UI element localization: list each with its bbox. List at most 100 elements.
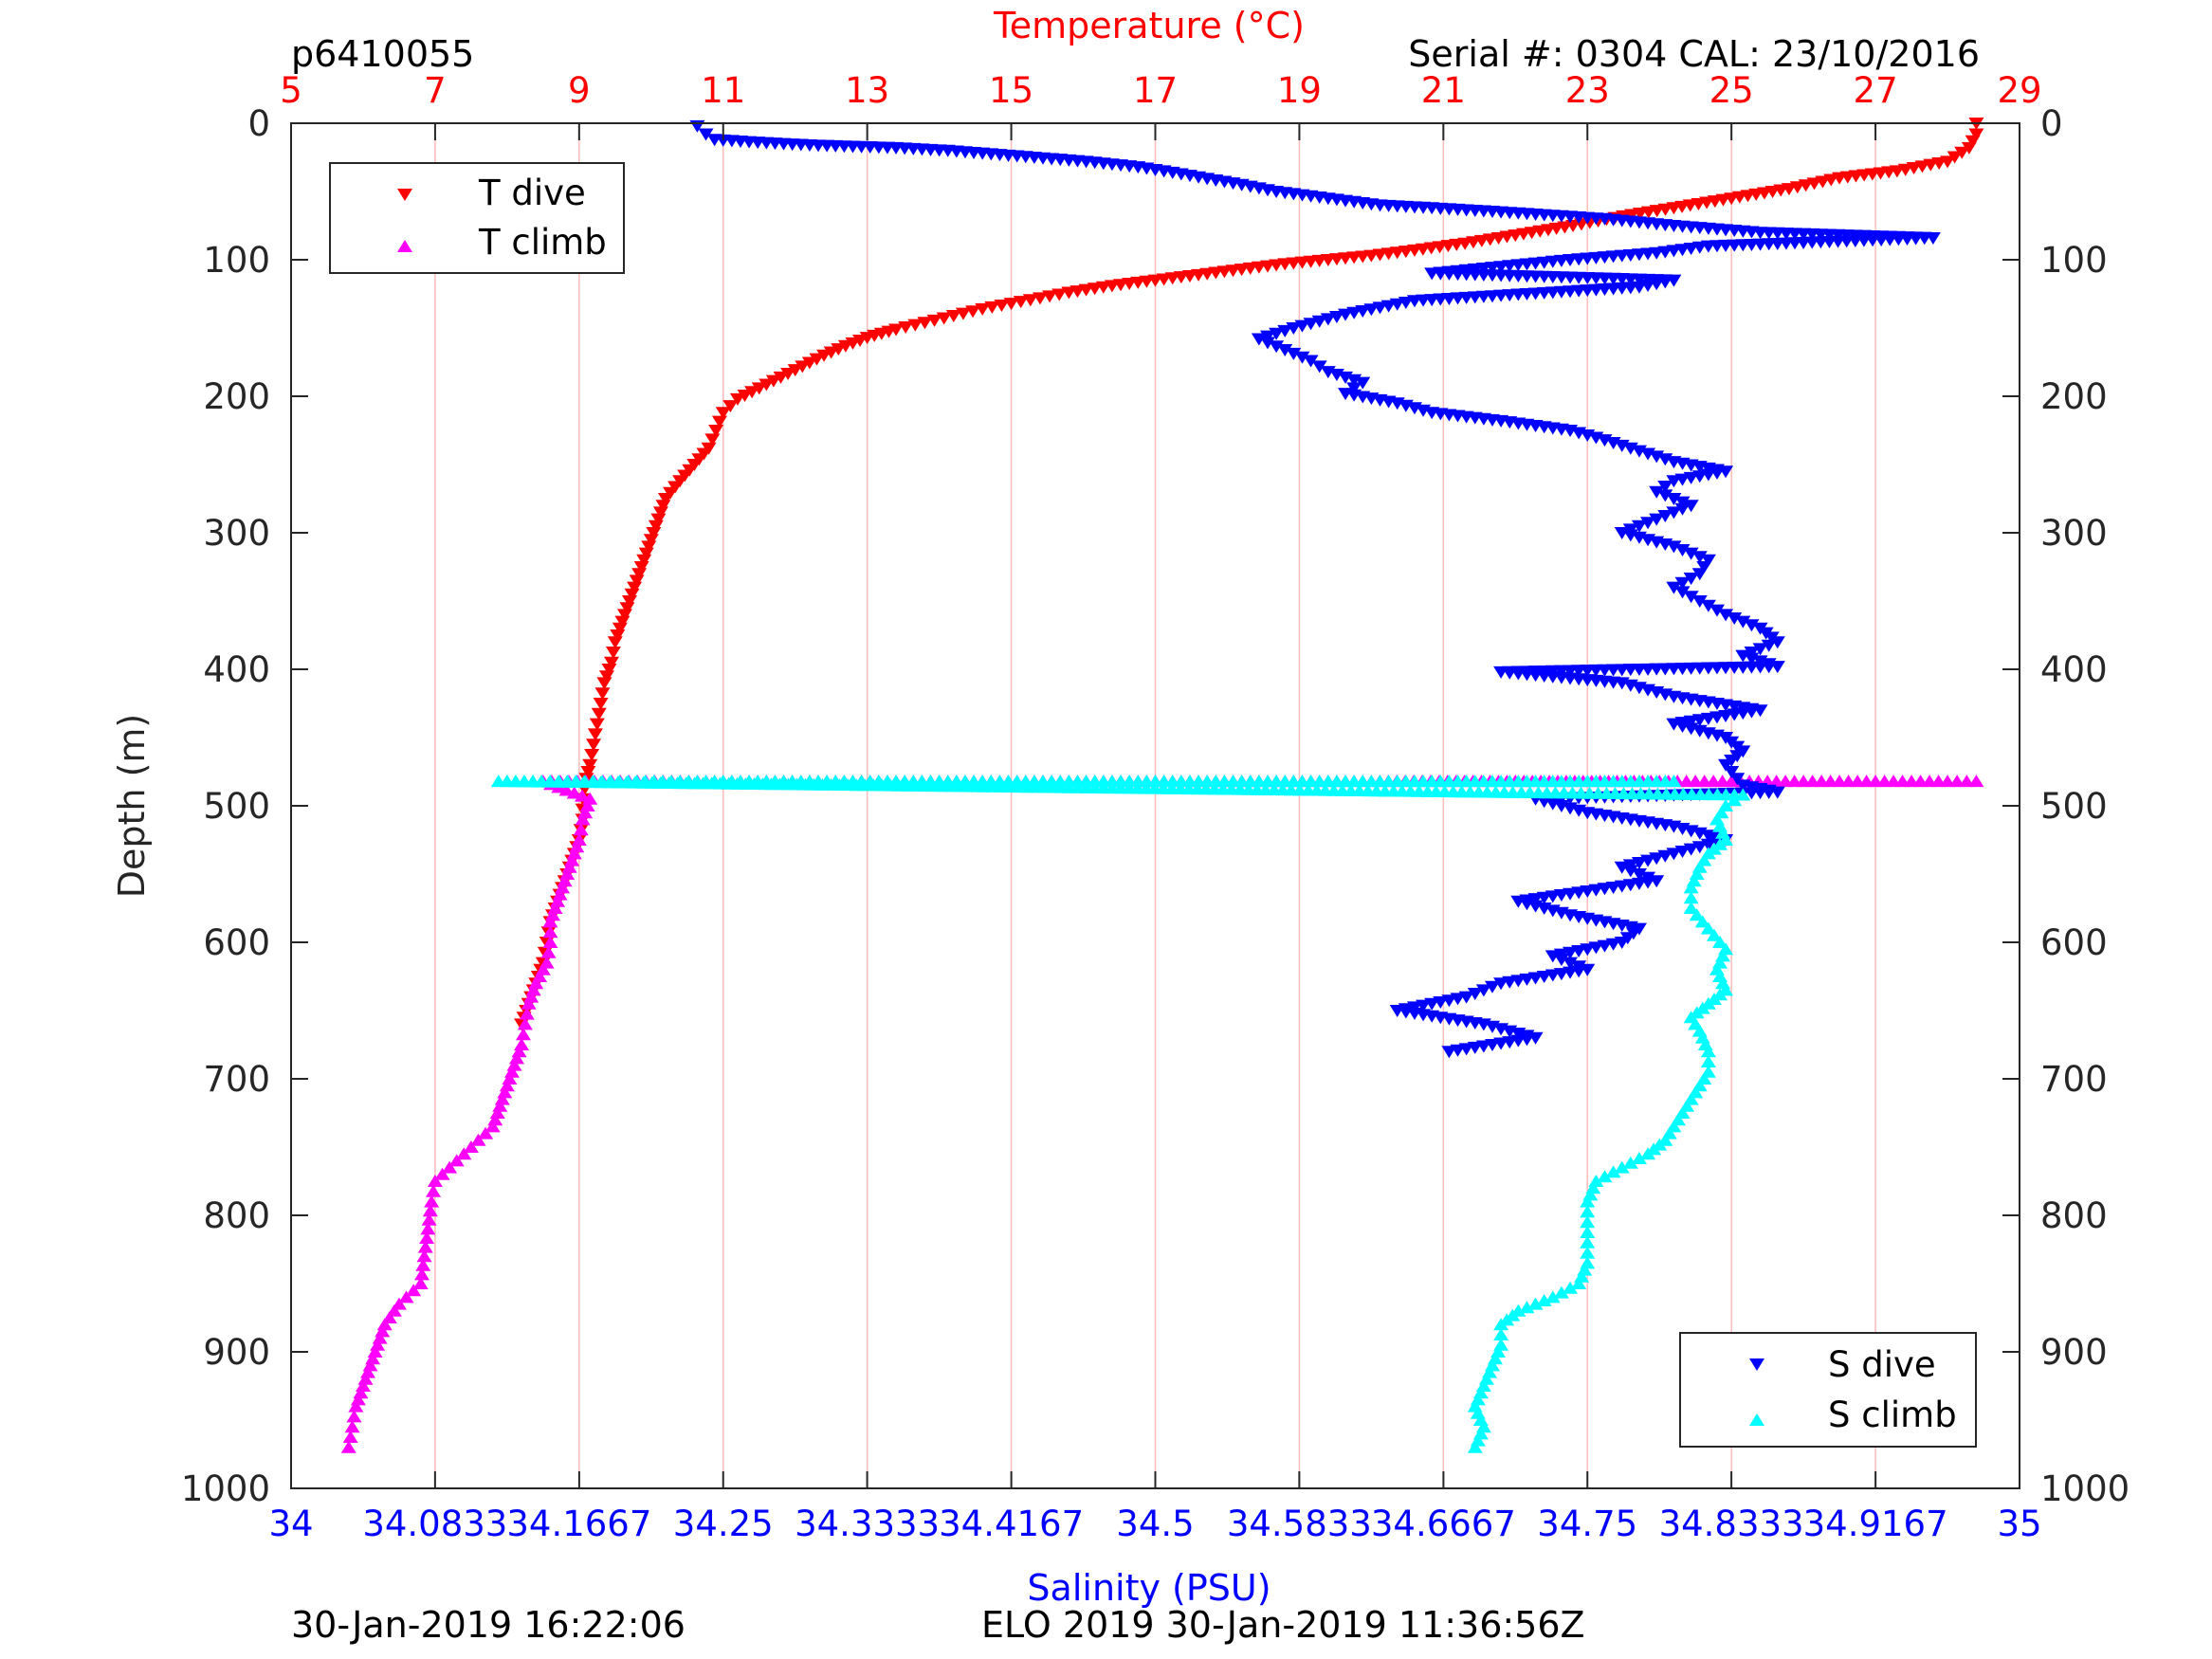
- data-point: [1666, 540, 1682, 554]
- depth-tick-label-right: 0: [2040, 103, 2063, 144]
- data-point: [1622, 1156, 1638, 1169]
- data-point: [542, 936, 558, 948]
- salinity-tick-label: 34.5833: [1227, 1504, 1372, 1544]
- data-point: [391, 1297, 407, 1310]
- data-point: [1640, 517, 1656, 530]
- temperature-tick-label: 29: [1997, 70, 2041, 111]
- mission-timestamp: ELO 2019 30-Jan-2019 11:36:56Z: [981, 1604, 1585, 1646]
- data-point: [539, 956, 555, 969]
- data-point: [1631, 520, 1647, 533]
- data-point: [375, 1324, 391, 1338]
- depth-tick-label-right: 600: [2040, 922, 2108, 963]
- data-point: [1536, 1294, 1552, 1306]
- data-point: [1631, 868, 1647, 881]
- temperature-legend: T dive T climb: [329, 162, 625, 274]
- data-point: [652, 506, 668, 520]
- data-point: [1694, 1030, 1710, 1044]
- t-climb-legend-marker: [397, 240, 412, 252]
- data-point: [619, 602, 635, 615]
- data-point: [1691, 860, 1708, 873]
- data-point: [569, 840, 585, 853]
- data-point: [1631, 1152, 1647, 1164]
- data-point: [1691, 1079, 1708, 1092]
- data-series: [340, 118, 1984, 1453]
- data-point: [1729, 773, 1746, 786]
- data-point: [552, 887, 568, 901]
- data-point: [577, 806, 594, 819]
- data-point: [1691, 595, 1708, 608]
- salinity-tick-label: 34.8333: [1659, 1504, 1804, 1544]
- data-point: [515, 1028, 531, 1041]
- data-point: [1694, 915, 1710, 928]
- data-point: [641, 540, 657, 554]
- salinity-tick-label: 34.3333: [795, 1504, 940, 1544]
- data-point: [657, 493, 673, 505]
- data-point: [1715, 976, 1731, 990]
- data-point: [365, 1352, 381, 1365]
- salinity-tick-label: 34.9167: [1803, 1504, 1948, 1544]
- data-point: [598, 670, 614, 684]
- data-point: [1666, 775, 1682, 788]
- data-point: [540, 945, 557, 958]
- data-point: [1965, 135, 1981, 148]
- data-point: [342, 1431, 358, 1443]
- s-climb-legend-label: S climb: [1828, 1395, 1957, 1435]
- data-point: [631, 568, 648, 581]
- data-point: [722, 400, 739, 413]
- data-point: [1700, 599, 1716, 612]
- temperature-tick-label: 9: [568, 70, 591, 111]
- data-point: [442, 1160, 458, 1174]
- data-point: [1470, 1433, 1486, 1447]
- data-point: [1715, 949, 1731, 962]
- data-point: [550, 894, 566, 907]
- data-point: [1670, 1113, 1686, 1126]
- temperature-tick-label: 11: [701, 70, 745, 111]
- series-s-dive: [689, 119, 1941, 1059]
- data-point: [787, 364, 803, 377]
- data-point: [1580, 1215, 1596, 1229]
- depth-tick-label-right: 200: [2040, 376, 2108, 417]
- data-point: [1696, 1072, 1712, 1085]
- data-point: [1709, 962, 1725, 975]
- data-point: [1475, 1379, 1491, 1392]
- data-point: [604, 656, 620, 669]
- data-point: [1493, 1338, 1509, 1351]
- data-point: [559, 867, 576, 880]
- salinity-tick-label: 34.75: [1537, 1504, 1637, 1544]
- data-point: [415, 1258, 431, 1271]
- data-point: [1691, 551, 1708, 564]
- data-point: [1605, 1165, 1621, 1178]
- data-point: [765, 374, 781, 388]
- depth-tick-label-left: 700: [203, 1059, 270, 1100]
- data-point: [357, 1372, 374, 1385]
- data-point: [655, 500, 671, 513]
- data-point: [1475, 984, 1491, 997]
- data-point: [1700, 1055, 1716, 1067]
- data-point: [759, 378, 775, 392]
- data-point: [1954, 146, 1970, 159]
- data-point: [1700, 921, 1716, 935]
- data-point: [561, 860, 577, 873]
- data-point: [816, 349, 832, 362]
- data-point: [1622, 865, 1638, 878]
- data-point: [1553, 1285, 1569, 1299]
- data-point: [1683, 591, 1699, 604]
- serial-cal-info: Serial #: 0304 CAL: 23/10/2016: [1408, 33, 1980, 75]
- data-point: [1277, 344, 1293, 357]
- data-point: [1661, 1126, 1677, 1139]
- data-point: [1683, 547, 1699, 560]
- data-point: [1674, 586, 1691, 599]
- temperature-tick-label: 25: [1709, 70, 1754, 111]
- data-point: [367, 1345, 383, 1358]
- data-point: [478, 1126, 494, 1139]
- data-point: [470, 1133, 486, 1146]
- data-point: [646, 527, 662, 539]
- data-point: [1718, 983, 1734, 996]
- data-point: [1674, 496, 1691, 509]
- data-point: [648, 520, 664, 533]
- data-point: [580, 766, 596, 778]
- data-point: [1470, 1393, 1486, 1406]
- data-point: [616, 609, 632, 622]
- data-point: [1949, 775, 1965, 788]
